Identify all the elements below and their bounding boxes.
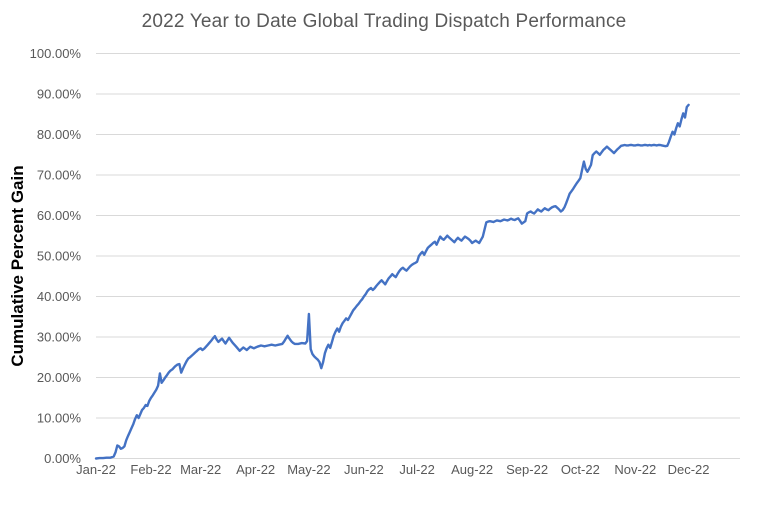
series-line [94, 103, 690, 460]
y-tick-label: 80.00% [37, 127, 82, 142]
chart-title: 2022 Year to Date Global Trading Dispatc… [141, 11, 627, 32]
y-tick-label: 30.00% [37, 330, 82, 345]
y-tick-label: 90.00% [37, 87, 82, 102]
y-tick-label: 10.00% [37, 411, 82, 426]
y-tick-label: 40.00% [37, 289, 82, 304]
x-tick-label: Dec-22 [668, 462, 710, 477]
y-tick-label: 20.00% [37, 370, 82, 385]
x-tick-label: Jul-22 [399, 462, 434, 477]
x-tick-label: Apr-22 [236, 462, 275, 477]
x-tick-label: Feb-22 [130, 462, 171, 477]
x-tick-label: Sep-22 [506, 462, 548, 477]
y-tick-label: 0.00% [44, 451, 81, 466]
x-tick-label: Jan-22 [76, 462, 116, 477]
x-tick-label: Jun-22 [344, 462, 384, 477]
x-tick-label: Nov-22 [614, 462, 656, 477]
x-tick-label: May-22 [287, 462, 330, 477]
y-tick-label: 100.00% [30, 46, 82, 61]
x-tick-label: Oct-22 [561, 462, 600, 477]
x-tick-label: Mar-22 [180, 462, 221, 477]
y-tick-label: 70.00% [37, 168, 82, 183]
x-tick-label: Aug-22 [451, 462, 493, 477]
y-tick-label: 60.00% [37, 208, 82, 223]
y-tick-label: 50.00% [37, 249, 82, 264]
